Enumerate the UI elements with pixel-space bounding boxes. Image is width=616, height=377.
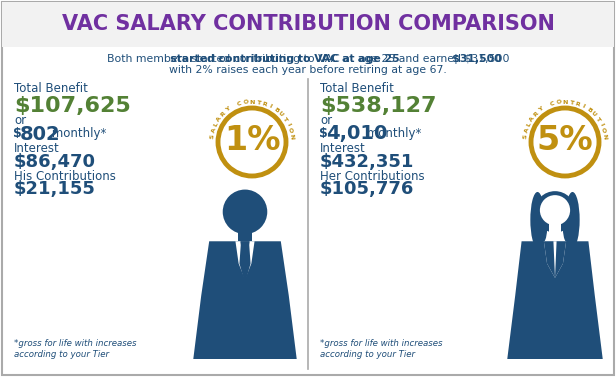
Text: VAC SALARY CONTRIBUTION COMPARISON: VAC SALARY CONTRIBUTION COMPARISON — [62, 14, 554, 34]
Text: Total Benefit: Total Benefit — [14, 81, 88, 95]
Text: $107,625: $107,625 — [14, 96, 131, 116]
Text: 4,010: 4,010 — [326, 124, 387, 144]
Text: L: L — [526, 121, 532, 127]
Text: C: C — [237, 101, 243, 107]
Text: Y: Y — [225, 106, 232, 113]
Text: A: A — [211, 127, 217, 133]
Text: with 2% raises each year before retiring at age 67.: with 2% raises each year before retiring… — [169, 65, 447, 75]
Text: A: A — [524, 127, 530, 133]
Text: R: R — [574, 101, 581, 107]
Text: Total Benefit: Total Benefit — [320, 81, 394, 95]
Text: or: or — [320, 115, 332, 127]
Text: N: N — [602, 133, 607, 139]
Text: A: A — [216, 115, 223, 122]
Ellipse shape — [530, 192, 545, 248]
Text: 1%: 1% — [224, 124, 280, 156]
Bar — [238, 218, 252, 241]
Text: $432,351: $432,351 — [320, 153, 415, 171]
Text: B: B — [585, 106, 592, 113]
Text: 5%: 5% — [537, 124, 593, 156]
Polygon shape — [240, 241, 249, 249]
Text: monthly*: monthly* — [363, 127, 421, 141]
Text: Both members started contributing to VAC at age 25 and earned $31,500: Both members started contributing to VAC… — [107, 54, 509, 64]
Text: I: I — [268, 104, 272, 109]
Circle shape — [534, 191, 576, 233]
Text: C: C — [549, 101, 556, 107]
Text: O: O — [243, 100, 249, 106]
Text: B: B — [272, 106, 279, 113]
Ellipse shape — [534, 214, 547, 244]
Polygon shape — [544, 241, 566, 278]
Text: I: I — [285, 122, 291, 127]
Text: $86,470: $86,470 — [14, 153, 96, 171]
Text: 802: 802 — [20, 124, 60, 144]
Text: Her Contributions: Her Contributions — [320, 170, 424, 182]
Text: *gross for life with increases
according to your Tier: *gross for life with increases according… — [320, 339, 442, 359]
Polygon shape — [555, 241, 566, 278]
Circle shape — [540, 195, 570, 225]
Text: $105,776: $105,776 — [320, 180, 415, 198]
Text: O: O — [600, 127, 606, 133]
Text: $: $ — [319, 127, 328, 141]
Text: S: S — [522, 134, 528, 139]
Text: Interest: Interest — [320, 143, 366, 155]
Text: R: R — [220, 110, 227, 118]
Text: N: N — [289, 133, 294, 139]
Text: R: R — [261, 101, 267, 107]
Text: S: S — [209, 134, 215, 139]
Ellipse shape — [563, 214, 576, 244]
Text: His Contributions: His Contributions — [14, 170, 116, 182]
FancyBboxPatch shape — [2, 2, 614, 47]
Circle shape — [531, 108, 599, 176]
Circle shape — [218, 108, 286, 176]
Ellipse shape — [565, 192, 580, 248]
Text: U: U — [277, 110, 284, 118]
Text: L: L — [213, 121, 219, 127]
Polygon shape — [544, 241, 555, 278]
Polygon shape — [240, 241, 251, 284]
Text: U: U — [590, 110, 597, 118]
Text: N: N — [562, 100, 568, 104]
Text: *gross for life with increases
according to your Tier: *gross for life with increases according… — [14, 339, 137, 359]
Text: $: $ — [13, 127, 22, 141]
Text: monthly*: monthly* — [48, 127, 107, 141]
Text: A: A — [529, 115, 536, 122]
Polygon shape — [507, 241, 602, 359]
Text: T: T — [282, 116, 288, 122]
Text: T: T — [256, 100, 261, 105]
Text: or: or — [14, 115, 26, 127]
Text: I: I — [581, 104, 586, 109]
Text: I: I — [598, 122, 604, 127]
Text: T: T — [569, 100, 573, 105]
Polygon shape — [235, 241, 254, 279]
Text: $538,127: $538,127 — [320, 96, 437, 116]
Text: Interest: Interest — [14, 143, 60, 155]
Polygon shape — [193, 241, 297, 359]
Text: O: O — [556, 100, 562, 106]
Text: Y: Y — [538, 106, 545, 113]
Text: N: N — [249, 100, 254, 104]
Text: T: T — [594, 116, 601, 122]
Text: R: R — [533, 110, 540, 118]
Bar — [549, 218, 561, 241]
Circle shape — [223, 190, 267, 234]
Text: O: O — [287, 127, 293, 133]
Text: $21,155: $21,155 — [14, 180, 96, 198]
Text: started contributing to VAC at age 25              $31,500: started contributing to VAC at age 25 $3… — [114, 54, 502, 64]
